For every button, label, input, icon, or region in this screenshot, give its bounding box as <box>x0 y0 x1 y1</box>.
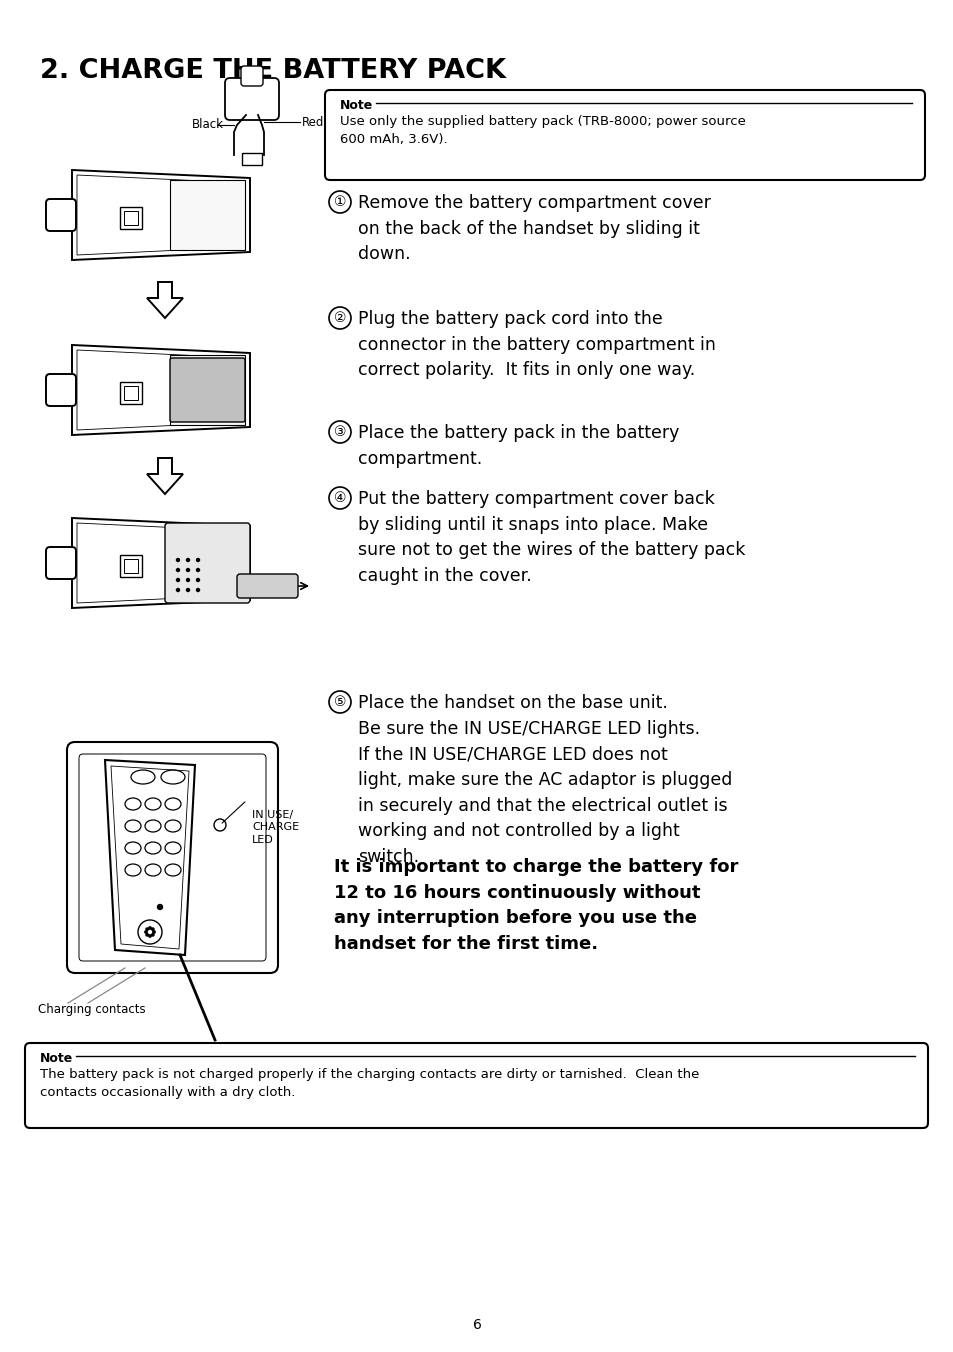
Circle shape <box>176 558 179 561</box>
Circle shape <box>196 579 199 581</box>
Circle shape <box>196 588 199 592</box>
FancyBboxPatch shape <box>225 78 278 120</box>
Circle shape <box>146 927 149 930</box>
Bar <box>170 529 245 598</box>
FancyBboxPatch shape <box>46 199 76 231</box>
Text: ⑤: ⑤ <box>334 695 346 708</box>
FancyBboxPatch shape <box>325 91 924 180</box>
Circle shape <box>152 930 155 933</box>
Bar <box>124 558 138 573</box>
Text: Use only the supplied battery pack (TRB-8000; power source
600 mAh, 3.6V).: Use only the supplied battery pack (TRB-… <box>339 115 745 146</box>
Circle shape <box>146 934 149 936</box>
Text: 2. CHARGE THE BATTERY PACK: 2. CHARGE THE BATTERY PACK <box>40 58 505 84</box>
Text: Black: Black <box>192 119 224 131</box>
Bar <box>120 207 142 228</box>
Circle shape <box>152 934 153 936</box>
Text: Place the handset on the base unit.
Be sure the IN USE/CHARGE LED lights.
If the: Place the handset on the base unit. Be s… <box>357 694 732 867</box>
Text: ③: ③ <box>334 425 346 439</box>
Circle shape <box>186 588 190 592</box>
Polygon shape <box>147 458 183 493</box>
Polygon shape <box>71 345 250 435</box>
Bar <box>124 211 138 224</box>
Text: 6: 6 <box>472 1318 481 1332</box>
Bar <box>242 153 262 165</box>
FancyBboxPatch shape <box>241 66 263 87</box>
Bar <box>120 383 142 404</box>
Text: Plug the battery pack cord into the
connector in the battery compartment in
corr: Plug the battery pack cord into the conn… <box>357 310 715 380</box>
FancyBboxPatch shape <box>236 575 297 598</box>
Polygon shape <box>147 283 183 318</box>
Circle shape <box>149 927 151 929</box>
FancyBboxPatch shape <box>67 742 277 973</box>
FancyBboxPatch shape <box>79 754 266 961</box>
Circle shape <box>145 930 147 933</box>
Polygon shape <box>71 518 250 608</box>
Text: Remove the battery compartment cover
on the back of the handset by sliding it
do: Remove the battery compartment cover on … <box>357 193 710 264</box>
Circle shape <box>196 558 199 561</box>
Polygon shape <box>71 170 250 260</box>
FancyBboxPatch shape <box>170 531 245 595</box>
Circle shape <box>157 904 162 910</box>
Text: Place the battery pack in the battery
compartment.: Place the battery pack in the battery co… <box>357 425 679 468</box>
FancyBboxPatch shape <box>46 548 76 579</box>
Text: ②: ② <box>334 311 346 324</box>
Text: It is important to charge the battery for
12 to 16 hours continuously without
an: It is important to charge the battery fo… <box>334 859 738 953</box>
Text: Put the battery compartment cover back
by sliding until it snaps into place. Mak: Put the battery compartment cover back b… <box>357 489 744 585</box>
Circle shape <box>186 579 190 581</box>
FancyBboxPatch shape <box>46 375 76 406</box>
FancyBboxPatch shape <box>170 358 245 422</box>
Bar <box>124 387 138 400</box>
Text: The battery pack is not charged properly if the charging contacts are dirty or t: The battery pack is not charged properly… <box>40 1068 699 1099</box>
Text: Note: Note <box>339 99 373 112</box>
FancyBboxPatch shape <box>25 1042 927 1128</box>
Text: Red: Red <box>302 115 324 128</box>
Bar <box>120 556 142 577</box>
Text: ①: ① <box>334 195 346 210</box>
Text: Note: Note <box>40 1052 73 1065</box>
Circle shape <box>176 568 179 572</box>
Bar <box>170 180 245 250</box>
Circle shape <box>186 568 190 572</box>
FancyBboxPatch shape <box>165 523 250 603</box>
Text: ④: ④ <box>334 491 346 506</box>
Text: IN USE/
CHARGE
LED: IN USE/ CHARGE LED <box>252 810 299 845</box>
Bar <box>170 356 245 425</box>
Polygon shape <box>105 760 194 955</box>
Circle shape <box>176 579 179 581</box>
Circle shape <box>176 588 179 592</box>
Circle shape <box>152 927 153 930</box>
Circle shape <box>196 568 199 572</box>
Circle shape <box>149 934 151 937</box>
Circle shape <box>186 558 190 561</box>
Text: Charging contacts: Charging contacts <box>38 1003 146 1015</box>
